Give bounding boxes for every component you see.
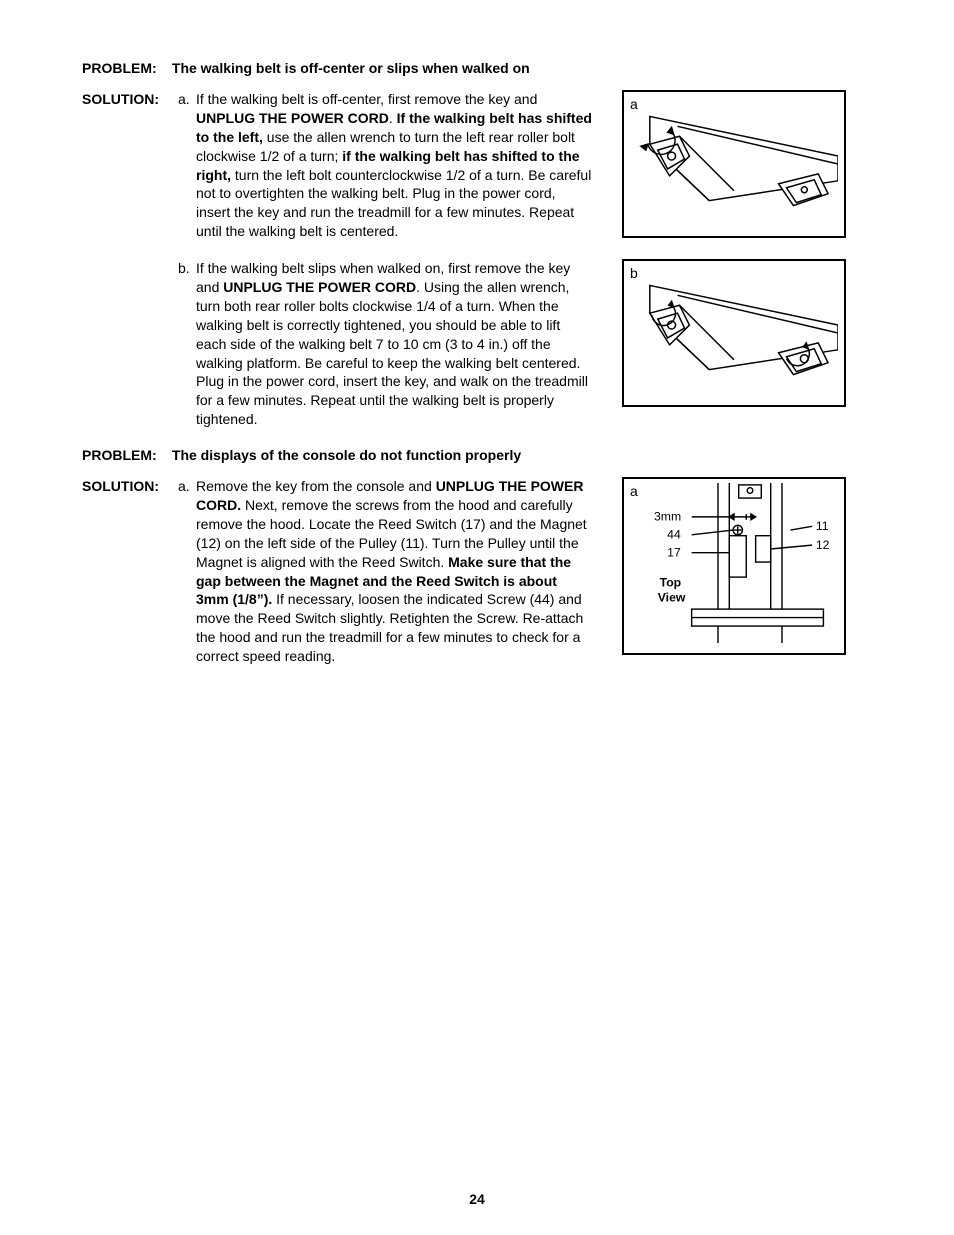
roller-double-icon — [630, 265, 838, 395]
callout-3mm: 3mm — [654, 510, 681, 524]
solution-body: If the walking belt is off-center, first… — [196, 90, 592, 241]
page-number: 24 — [0, 1191, 954, 1207]
figure-column: b — [622, 259, 846, 407]
callout-12: 12 — [816, 538, 830, 552]
figure-label: a — [630, 96, 638, 112]
figure-column: a — [622, 90, 846, 238]
roller-single-icon — [630, 96, 838, 226]
callout-view: View — [658, 591, 686, 605]
problem-title: The walking belt is off-center or slips … — [172, 60, 530, 76]
solution-row: SOLUTION: a. If the walking belt is off-… — [82, 90, 872, 241]
solution-text-column: SOLUTION: a. If the walking belt is off-… — [82, 90, 592, 241]
figure-column: a — [622, 477, 846, 655]
document-page: PROBLEM: The walking belt is off-center … — [0, 0, 954, 1235]
solution-letter: a. — [178, 90, 196, 109]
problem-label: PROBLEM: — [82, 447, 168, 463]
problem-heading: PROBLEM: The displays of the console do … — [82, 447, 872, 463]
callout-17: 17 — [667, 546, 681, 560]
figure-label: a — [630, 483, 638, 499]
solution-label: SOLUTION: — [82, 90, 178, 109]
solution-item: SOLUTION: a. If the walking belt is off-… — [82, 90, 592, 241]
solution-item: SOLUTION: a. Remove the key from the con… — [82, 477, 592, 666]
solution-letter: b. — [178, 259, 196, 278]
callout-top: Top — [660, 576, 681, 590]
problem-title: The displays of the console do not funct… — [172, 447, 521, 463]
solution-text-column: . b. If the walking belt slips when walk… — [82, 259, 592, 429]
solution-body: If the walking belt slips when walked on… — [196, 259, 592, 429]
callout-44: 44 — [667, 528, 681, 542]
solution-body: Remove the key from the console and UNPL… — [196, 477, 592, 666]
figure-a-reed-switch-top-view: a — [622, 477, 846, 655]
problem-label: PROBLEM: — [82, 60, 168, 76]
solution-row: SOLUTION: a. Remove the key from the con… — [82, 477, 872, 666]
problem-heading: PROBLEM: The walking belt is off-center … — [82, 60, 872, 76]
solution-item: . b. If the walking belt slips when walk… — [82, 259, 592, 429]
solution-label: SOLUTION: — [82, 477, 178, 496]
figure-a-belt-offcenter: a — [622, 90, 846, 238]
figure-label: b — [630, 265, 638, 281]
solution-text-column: SOLUTION: a. Remove the key from the con… — [82, 477, 592, 666]
solution-row: . b. If the walking belt slips when walk… — [82, 259, 872, 429]
figure-b-belt-slips: b — [622, 259, 846, 407]
top-view-icon: 3mm 44 17 11 12 Top View — [630, 483, 838, 643]
solution-letter: a. — [178, 477, 196, 496]
callout-11: 11 — [816, 519, 829, 533]
